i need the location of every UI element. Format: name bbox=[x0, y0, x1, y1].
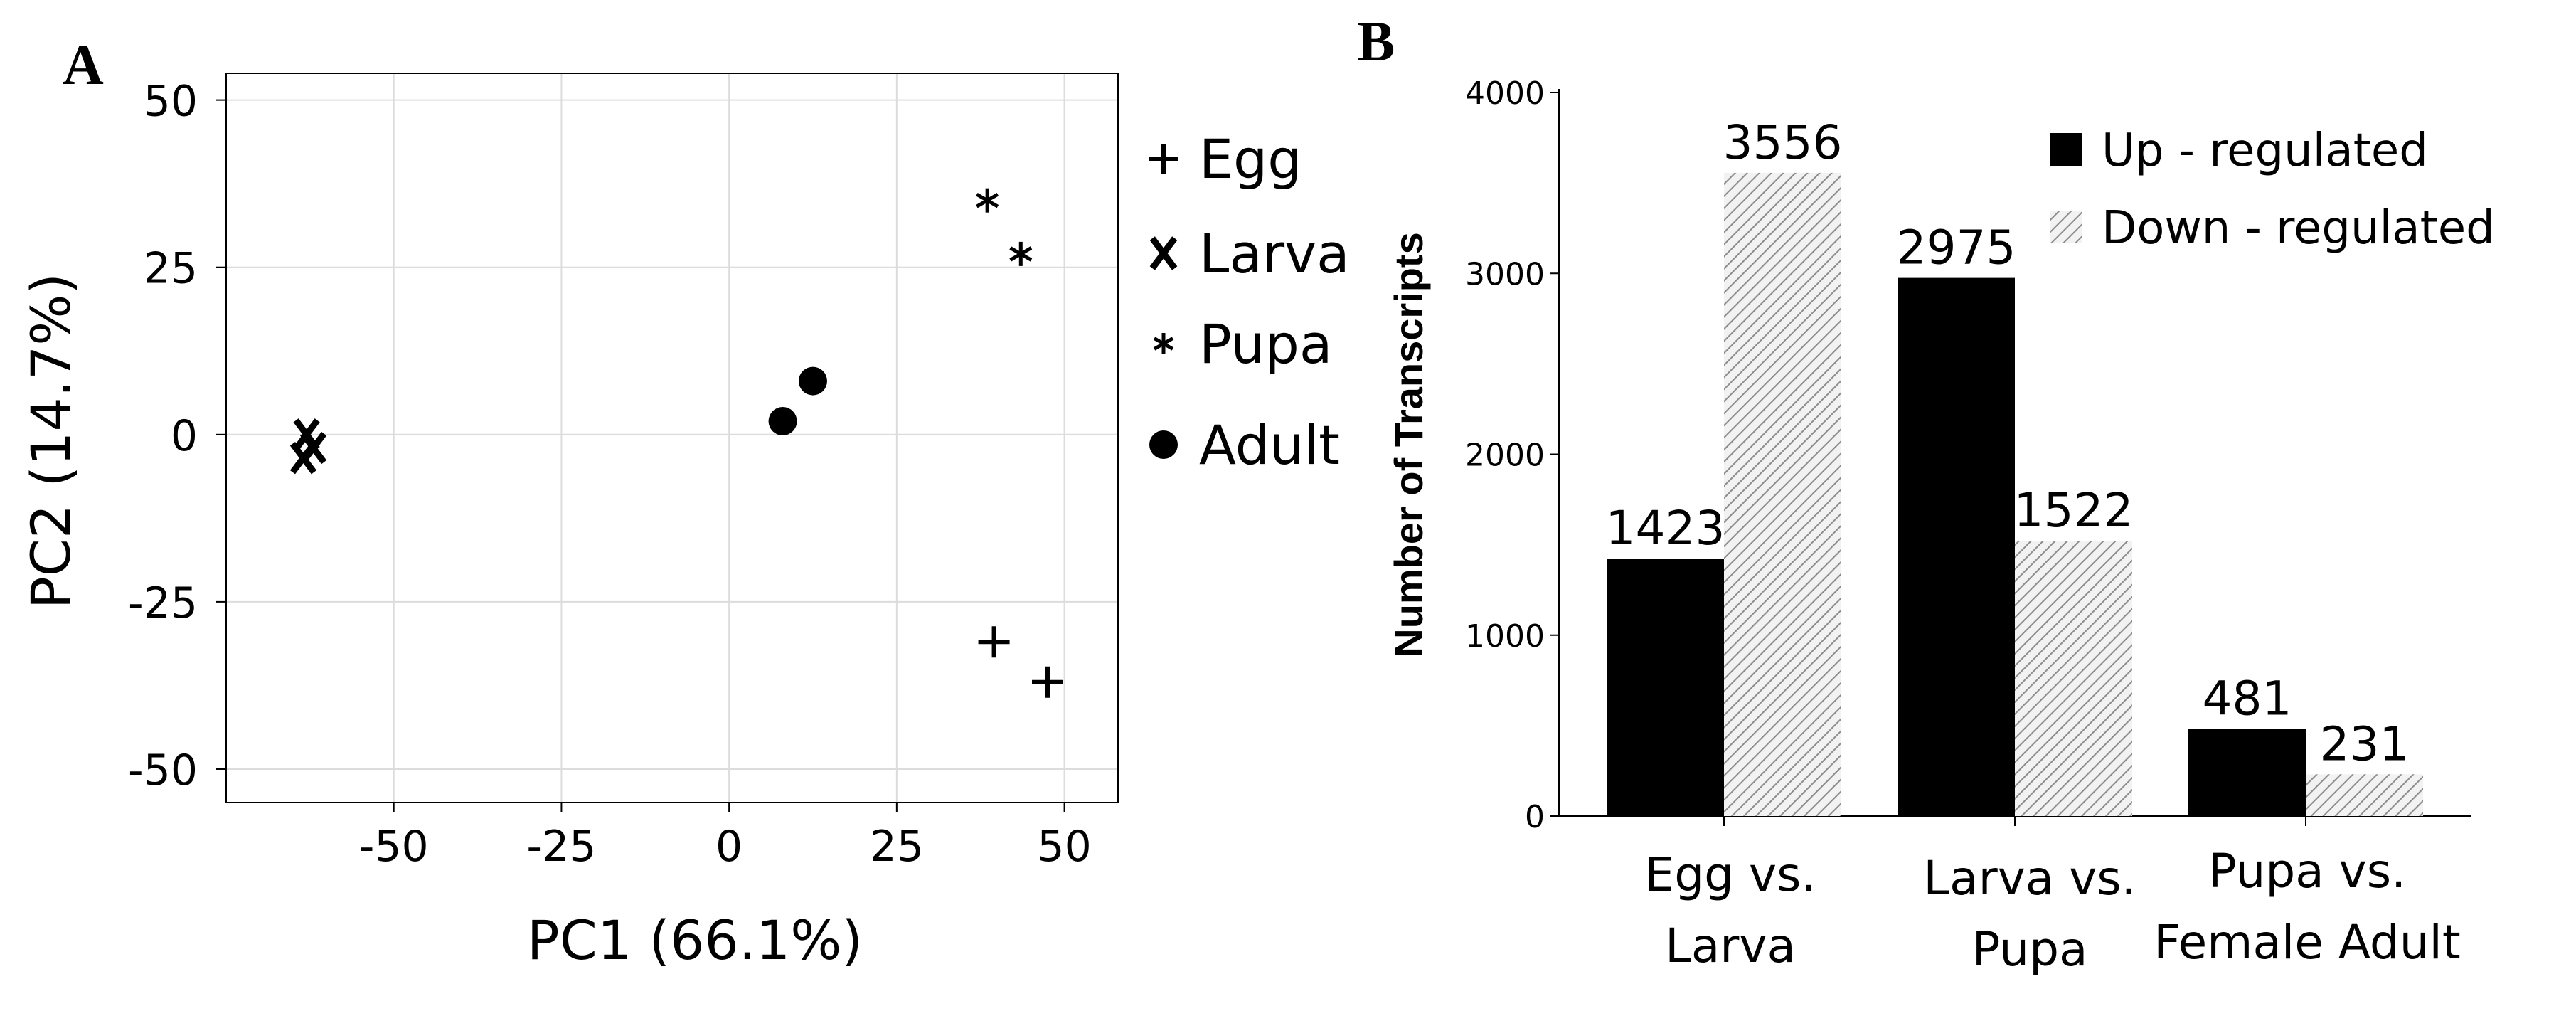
panel-b-y-tick-label: 2000 bbox=[1465, 438, 1545, 474]
panel-b-legend: Up - regulated Down - regulated bbox=[2050, 125, 2495, 255]
panel-a-y-ticks: 50 25 0 -25 -50 bbox=[128, 77, 226, 795]
point-adult bbox=[799, 366, 827, 396]
panel-a-x-axis-title: PC1 (66.1%) bbox=[527, 909, 863, 972]
panel-a-y-axis-title: PC2 (14.7%) bbox=[19, 273, 83, 609]
legend-swatch-up-regulated bbox=[2050, 133, 2082, 166]
bar-value-label: 231 bbox=[2320, 716, 2410, 771]
point-pupa bbox=[1009, 241, 1033, 266]
point-larva bbox=[299, 431, 327, 465]
panel-a-y-tick-label: -50 bbox=[128, 746, 198, 795]
panel-a-letter: A bbox=[63, 34, 104, 97]
panel-b-category-label: Larva bbox=[1665, 919, 1796, 973]
legend-marker-egg bbox=[1149, 144, 1178, 174]
panel-a-x-tick-label: 50 bbox=[1037, 822, 1091, 872]
panel-a-y-tick-label: 50 bbox=[144, 77, 198, 127]
bar-value-label: 1423 bbox=[1606, 501, 1725, 556]
panel-a-x-tick-label: -25 bbox=[526, 822, 596, 872]
legend-label-adult: Adult bbox=[1199, 413, 1340, 477]
legend-label-pupa: Pupa bbox=[1199, 312, 1332, 376]
panel-b-category-label: Pupa vs. bbox=[2208, 844, 2406, 899]
bar-down-regulated bbox=[2306, 774, 2423, 816]
panel-a-plot-frame bbox=[225, 73, 1119, 803]
panel-b-category-label: Female Adult bbox=[2154, 915, 2461, 970]
panel-a-y-tick-label: -25 bbox=[128, 578, 198, 628]
bar-down-regulated bbox=[2015, 541, 2132, 816]
legend-marker-larva bbox=[1149, 236, 1178, 270]
panel-a-x-tick-label: -50 bbox=[359, 822, 429, 872]
panel-b-letter: B bbox=[1357, 11, 1395, 73]
point-egg bbox=[1032, 666, 1063, 698]
legend-label-up-regulated: Up - regulated bbox=[2102, 125, 2428, 177]
panel-a-x-ticks: -50 -25 0 25 50 bbox=[359, 803, 1092, 872]
panel-b-y-ticks: 0 1000 2000 3000 4000 bbox=[1465, 75, 1559, 835]
panel-b-category-label: Egg vs. bbox=[1645, 847, 1816, 902]
bar-up-regulated bbox=[2188, 729, 2306, 816]
panel-a-scatter: A -50 -25 0 25 50 50 25 0 -25 -50 PC1 (66.1%) PC… bbox=[19, 34, 1350, 972]
panel-a-x-tick-label: 25 bbox=[870, 822, 924, 872]
panel-b-bars: 1423 3556 2975 1522 481 231 bbox=[1606, 115, 2423, 826]
bar-up-regulated bbox=[1898, 277, 2015, 816]
panel-b-category-label: Larva vs. bbox=[1923, 851, 2136, 906]
panel-b-bar-chart: B 0 1000 2000 3000 4000 1423 3556 2975 1522 481 2… bbox=[1357, 11, 2495, 977]
panel-a-legend: Egg Larva Pupa Adult bbox=[1149, 127, 1350, 477]
bar-value-label: 3556 bbox=[1723, 115, 1843, 170]
panel-a-y-tick-label: 25 bbox=[144, 244, 198, 294]
bar-down-regulated bbox=[1724, 172, 1841, 817]
panel-b-y-tick-label: 3000 bbox=[1465, 256, 1545, 292]
legend-label-down-regulated: Down - regulated bbox=[2102, 202, 2495, 255]
panel-b-y-tick-label: 0 bbox=[1525, 799, 1545, 835]
panel-b-y-tick-label: 1000 bbox=[1465, 618, 1545, 655]
panel-b-y-axis-title: Number of Transcripts bbox=[1386, 232, 1431, 657]
panel-b-category-label: Pupa bbox=[1972, 922, 2088, 977]
panel-b-y-tick-label: 4000 bbox=[1465, 75, 1545, 112]
legend-label-egg: Egg bbox=[1199, 127, 1302, 191]
bar-value-label: 481 bbox=[2203, 672, 2292, 726]
panel-b-category-labels: Egg vs. Larva Larva vs. Pupa Pupa vs. Female … bbox=[1645, 844, 2461, 977]
point-egg bbox=[978, 626, 1010, 658]
bar-up-regulated bbox=[1607, 559, 1724, 816]
panel-a-points bbox=[289, 188, 1063, 698]
legend-swatch-down-regulated bbox=[2050, 211, 2082, 243]
bar-value-label: 2975 bbox=[1897, 221, 2016, 275]
legend-label-larva: Larva bbox=[1199, 222, 1350, 285]
panel-a-grid bbox=[226, 73, 1118, 803]
panel-a-x-tick-label: 0 bbox=[715, 822, 743, 872]
legend-marker-pupa bbox=[1153, 333, 1174, 354]
bar-value-label: 1522 bbox=[2014, 483, 2134, 538]
legend-marker-adult bbox=[1149, 430, 1178, 459]
point-pupa bbox=[976, 188, 999, 213]
panel-a-y-tick-label: 0 bbox=[171, 411, 198, 461]
point-adult bbox=[768, 406, 797, 435]
